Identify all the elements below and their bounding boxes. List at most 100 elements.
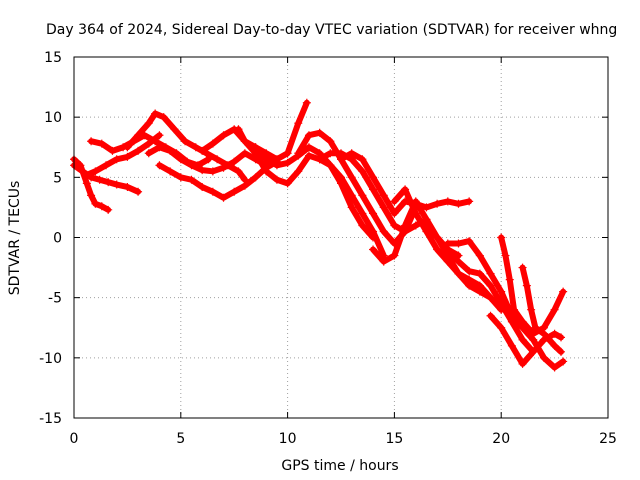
data-point [369, 227, 378, 236]
data-point [497, 287, 506, 296]
data-point [347, 149, 356, 158]
data-point [518, 335, 527, 344]
data-point [187, 161, 196, 170]
data-point [550, 329, 559, 338]
data-point [326, 137, 335, 146]
data-point [454, 257, 463, 266]
data-point [97, 139, 106, 148]
data-point [557, 347, 566, 356]
data-point [191, 143, 200, 152]
data-point [87, 137, 96, 146]
data-point [401, 185, 410, 194]
data-point [529, 329, 538, 338]
x-axis-label: GPS time / hours [281, 458, 398, 474]
data-point [559, 287, 568, 296]
data-point [522, 281, 531, 290]
data-point [369, 173, 378, 182]
data-point [104, 178, 113, 187]
data-point [198, 166, 207, 175]
data-point [379, 257, 388, 266]
y-tick-label: -15 [39, 411, 62, 427]
series-track-11 [294, 128, 420, 248]
x-tick-label: 25 [599, 431, 617, 447]
data-point [379, 203, 388, 212]
data-point [208, 187, 217, 196]
data-point [283, 158, 292, 167]
data-point [208, 167, 217, 176]
data-point [315, 155, 324, 164]
data-point [475, 281, 484, 290]
data-point [234, 167, 243, 176]
data-point [358, 221, 367, 230]
data-point [82, 179, 91, 188]
x-tick-label: 0 [70, 431, 79, 447]
series-line [156, 158, 280, 201]
data-point [454, 199, 463, 208]
data-point [501, 251, 510, 260]
data-point [108, 146, 117, 155]
data-point [240, 149, 249, 158]
data-point [557, 333, 566, 342]
data-point [251, 143, 260, 152]
data-point [433, 199, 442, 208]
data-point [181, 137, 190, 146]
data-point [486, 281, 495, 290]
data-point [294, 149, 303, 158]
data-point [91, 167, 100, 176]
data-point [475, 251, 484, 260]
data-point [454, 239, 463, 248]
data-point [550, 341, 559, 350]
data-point [531, 323, 540, 332]
series-track-13 [337, 149, 474, 218]
data-point [559, 357, 568, 366]
data-point [302, 98, 311, 107]
data-point [390, 197, 399, 206]
data-point [151, 109, 160, 118]
series-track-18 [486, 311, 566, 368]
data-point [251, 173, 260, 182]
data-point [262, 167, 271, 176]
data-point [97, 202, 106, 211]
data-point [347, 191, 356, 200]
y-tick-label: 10 [44, 110, 62, 126]
data-point [390, 209, 399, 218]
data-point [454, 269, 463, 278]
data-point [550, 305, 559, 314]
data-point [219, 193, 228, 202]
data-point [283, 149, 292, 158]
series-track-7 [155, 157, 281, 202]
data-point [465, 197, 474, 206]
data-point [166, 146, 175, 155]
data-point [304, 143, 313, 152]
data-point [486, 269, 495, 278]
y-tick-label: 5 [53, 170, 62, 186]
data-point [283, 179, 292, 188]
data-point [486, 293, 495, 302]
y-tick-label: -10 [39, 351, 62, 367]
series-track-10 [251, 143, 388, 260]
x-tick-label: 20 [492, 431, 510, 447]
data-point [527, 305, 536, 314]
data-point [401, 221, 410, 230]
data-point [144, 119, 153, 128]
series-track-17 [443, 237, 568, 372]
data-point [166, 167, 175, 176]
data-point [422, 203, 431, 212]
data-point [187, 175, 196, 184]
data-point [337, 155, 345, 164]
data-point [529, 347, 538, 356]
data-point [304, 131, 313, 140]
data-point [155, 161, 164, 170]
data-point [304, 151, 313, 160]
data-point [123, 152, 132, 161]
data-point [379, 227, 388, 236]
data-point [240, 137, 249, 146]
data-point [272, 175, 281, 184]
data-point [369, 185, 378, 194]
data-point [234, 125, 243, 134]
data-point [74, 163, 83, 172]
series-track-16 [422, 221, 538, 356]
data-point [443, 257, 452, 266]
data-point [433, 233, 442, 242]
